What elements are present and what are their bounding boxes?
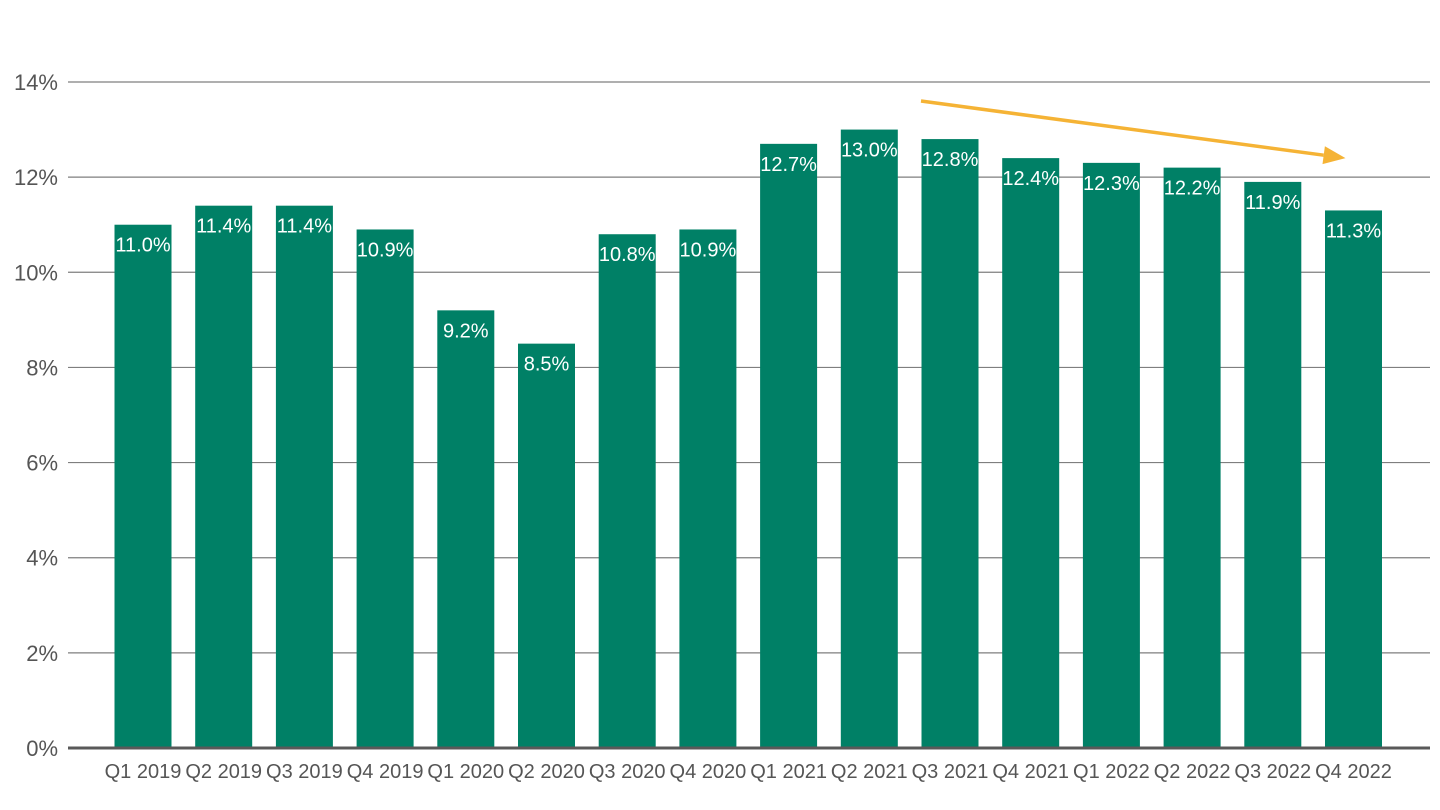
bar [518,343,575,748]
y-tick-label: 8% [26,355,58,380]
data-label: 9.2% [443,320,489,342]
x-tick-label: Q4 2022 [1315,761,1392,783]
bar [840,129,898,749]
bar [356,229,414,748]
x-tick-label: Q4 2020 [670,761,747,783]
x-tick-label: Q3 2020 [589,761,666,783]
bar [1082,162,1140,748]
bars [114,129,1382,749]
bar [1002,158,1060,749]
bar [760,143,818,749]
x-tick-label: Q2 2019 [185,761,262,783]
x-tick-label: Q4 2019 [347,761,424,783]
data-label: 12.2% [1164,178,1221,200]
gridlines [68,81,1430,654]
x-tick-label: Q2 2021 [831,761,908,783]
data-label: 13.0% [841,140,898,162]
data-label: 11.4% [277,216,332,238]
data-label: 10.9% [680,239,737,261]
data-labels: 11.0% 11.4% 11.4% 10.9% 9.2% 8.5% 10.8% 10.9% 12… [115,140,1381,376]
bar [275,205,333,748]
y-axis: 0% 2% 4% 6% 8% 10% 12% 14% [14,70,58,761]
x-tick-label: Q3 2019 [266,761,343,783]
data-label: 11.0% [115,235,170,257]
bar [921,139,979,749]
data-label: 11.4% [196,216,251,238]
trend-arrow [920,99,1346,165]
x-tick-label: Q2 2020 [508,761,585,783]
bar [195,205,253,748]
bar [1325,210,1382,748]
x-tick-label: Q3 2021 [912,761,989,783]
data-label: 11.9% [1245,192,1300,214]
y-tick-label: 4% [26,546,58,571]
bar [598,234,656,748]
x-tick-label: Q4 2021 [992,761,1069,783]
data-label: 10.8% [599,244,656,266]
x-tick-label: Q1 2022 [1073,761,1150,783]
x-axis: Q1 2019 Q2 2019 Q3 2019 Q4 2019 Q1 2020 Q2 20… [105,761,1392,783]
trend-arrow-shaft [920,99,1324,157]
bar [437,310,495,748]
data-label: 12.4% [1002,168,1059,190]
bar [1163,167,1221,749]
bar [679,229,737,748]
x-tick-label: Q1 2021 [750,761,827,783]
bar [1244,181,1302,748]
y-tick-label: 6% [26,451,58,476]
x-tick-label: Q2 2022 [1154,761,1231,783]
y-tick-label: 10% [14,260,58,285]
bar [114,224,172,748]
data-label: 11.3% [1326,220,1381,242]
data-label: 12.8% [922,149,979,171]
data-label: 12.3% [1083,173,1140,195]
data-label: 10.9% [357,239,414,261]
y-tick-label: 0% [26,736,58,761]
x-tick-label: Q1 2019 [105,761,182,783]
x-tick-label: Q3 2022 [1234,761,1311,783]
trend-arrow-head [1322,146,1346,165]
x-tick-label: Q1 2020 [427,761,504,783]
y-tick-label: 2% [26,641,58,666]
y-tick-label: 14% [14,70,58,95]
y-tick-label: 12% [14,165,58,190]
data-label: 8.5% [524,354,570,376]
data-label: 12.7% [760,154,817,176]
